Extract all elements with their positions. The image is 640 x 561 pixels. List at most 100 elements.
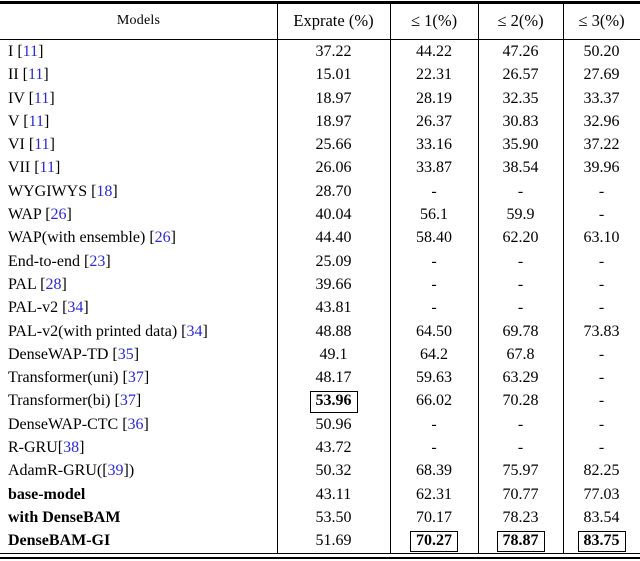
value-cell: 62.31 <box>390 483 478 506</box>
value-text: 63.29 <box>502 369 539 387</box>
value-cell: 35.90 <box>478 133 563 156</box>
value-text: 18.97 <box>315 89 352 107</box>
value-cell: 33.16 <box>390 133 478 156</box>
value-cell: 22.31 <box>390 63 478 86</box>
model-name: DenseWAP-TD [35] <box>8 345 140 363</box>
model-name: VII [11] <box>8 159 61 177</box>
value-cell: 51.69 <box>277 529 390 552</box>
citation-link[interactable]: 11 <box>34 136 50 154</box>
citation-link[interactable]: 23 <box>89 252 106 270</box>
citation-link[interactable]: 11 <box>33 89 50 107</box>
value-cell: 48.17 <box>277 366 390 389</box>
table-row: AdamR-GRU([39]) 50.32 68.39 75.97 82.25 <box>0 459 640 482</box>
table-row: V [11] 18.97 26.37 30.83 32.96 <box>0 110 640 133</box>
value-cell: 70.17 <box>390 506 478 529</box>
value-text: 48.17 <box>315 369 352 387</box>
value-cell: 82.25 <box>563 459 640 482</box>
value-cell: - <box>563 273 640 296</box>
value-text: 39.96 <box>583 159 620 177</box>
citation-link[interactable]: 36 <box>127 415 144 433</box>
value-text: 26.37 <box>416 112 452 130</box>
value-text: - <box>598 206 605 224</box>
value-cell: 70.27 <box>390 529 478 553</box>
citation-link[interactable]: 26 <box>50 206 67 224</box>
model-name: PAL [28] <box>8 275 67 293</box>
value-cell: - <box>390 180 478 203</box>
citation-link[interactable]: 37 <box>127 369 144 387</box>
value-text: 39.66 <box>315 275 352 293</box>
value-cell: 53.50 <box>277 506 390 529</box>
value-cell: 28.70 <box>277 180 390 203</box>
table-row: IV [11] 18.97 28.19 32.35 33.37 <box>0 87 640 110</box>
value-cell: - <box>563 366 640 389</box>
value-text: 48.88 <box>315 322 352 340</box>
value-text: 75.97 <box>502 462 539 480</box>
value-text: - <box>598 275 605 293</box>
value-cell: 32.35 <box>478 87 563 110</box>
column-header-models: Models <box>116 13 161 28</box>
column-separator-1 <box>277 3 279 553</box>
value-text: 40.04 <box>315 206 352 224</box>
model-name: VI [11] <box>8 136 55 154</box>
value-cell: - <box>563 389 640 412</box>
value-cell: 70.77 <box>478 483 563 506</box>
value-text: 15.01 <box>315 66 352 84</box>
value-cell: 40.04 <box>277 203 390 226</box>
value-cell: 62.20 <box>478 226 563 249</box>
citation-link[interactable]: 37 <box>119 392 136 410</box>
value-text: 69.78 <box>502 322 539 340</box>
table-row: Transformer(uni) [37] 48.17 59.63 63.29 - <box>0 366 640 389</box>
value-text: 33.37 <box>583 89 620 107</box>
citation-link[interactable]: 28 <box>45 275 62 293</box>
value-cell: 18.97 <box>277 110 390 133</box>
citation-link[interactable]: 35 <box>117 345 134 363</box>
citation-link[interactable]: 11 <box>27 66 44 84</box>
value-cell: 18.97 <box>277 87 390 110</box>
citation-link[interactable]: 34 <box>67 299 84 317</box>
value-cell: 15.01 <box>277 63 390 86</box>
value-text: 67.8 <box>506 345 535 363</box>
value-text: - <box>517 415 524 433</box>
citation-link[interactable]: 11 <box>39 159 55 177</box>
value-text: 37.22 <box>315 43 352 60</box>
value-cell: 70.28 <box>478 389 563 412</box>
table-row: WYGIWYS [18] 28.70 - - - <box>0 180 640 203</box>
citation-link[interactable]: 26 <box>154 229 171 247</box>
column-separator-4 <box>563 3 565 553</box>
table-bottom-rule-thin <box>0 552 640 554</box>
model-name: II [11] <box>8 66 49 84</box>
citation-link[interactable]: 18 <box>96 182 113 200</box>
citation-link[interactable]: 34 <box>186 322 203 340</box>
value-text: 70.28 <box>502 392 539 410</box>
value-text: 51.69 <box>315 532 352 550</box>
value-text: - <box>598 439 605 457</box>
model-name: PAL-v2(with printed data) [34] <box>8 322 208 340</box>
citation-link[interactable]: 38 <box>63 439 80 457</box>
table-row: WAP(with ensemble) [26] 44.40 58.40 62.20 63… <box>0 226 640 249</box>
value-cell: 43.81 <box>277 296 390 319</box>
value-text: 56.1 <box>420 206 448 224</box>
value-cell: 44.22 <box>390 40 478 63</box>
value-cell: 59.63 <box>390 366 478 389</box>
value-text: - <box>517 252 524 270</box>
value-text: 32.35 <box>502 89 539 107</box>
citation-link[interactable]: 39 <box>107 462 124 480</box>
value-cell: 64.2 <box>390 343 478 366</box>
value-cell: 44.40 <box>277 226 390 249</box>
table-top-rule <box>0 1 640 4</box>
value-text: 49.1 <box>319 345 348 363</box>
value-text: - <box>431 275 437 293</box>
best-value-box: 70.27 <box>410 530 458 553</box>
table-row: II [11] 15.01 22.31 26.57 27.69 <box>0 63 640 86</box>
value-cell: - <box>390 296 478 319</box>
value-cell: - <box>390 273 478 296</box>
model-name: Transformer(uni) [37] <box>8 369 150 387</box>
value-text: 43.81 <box>315 299 352 317</box>
value-text: 43.11 <box>315 485 352 503</box>
value-text: 58.40 <box>416 229 452 247</box>
table-row: DenseBAM-GI 51.69 70.27 78.87 83.75 <box>0 529 640 553</box>
value-text: - <box>431 299 437 317</box>
header-separator-rule <box>0 38 640 41</box>
citation-link[interactable]: 11 <box>28 112 44 130</box>
citation-link[interactable]: 11 <box>22 43 39 60</box>
